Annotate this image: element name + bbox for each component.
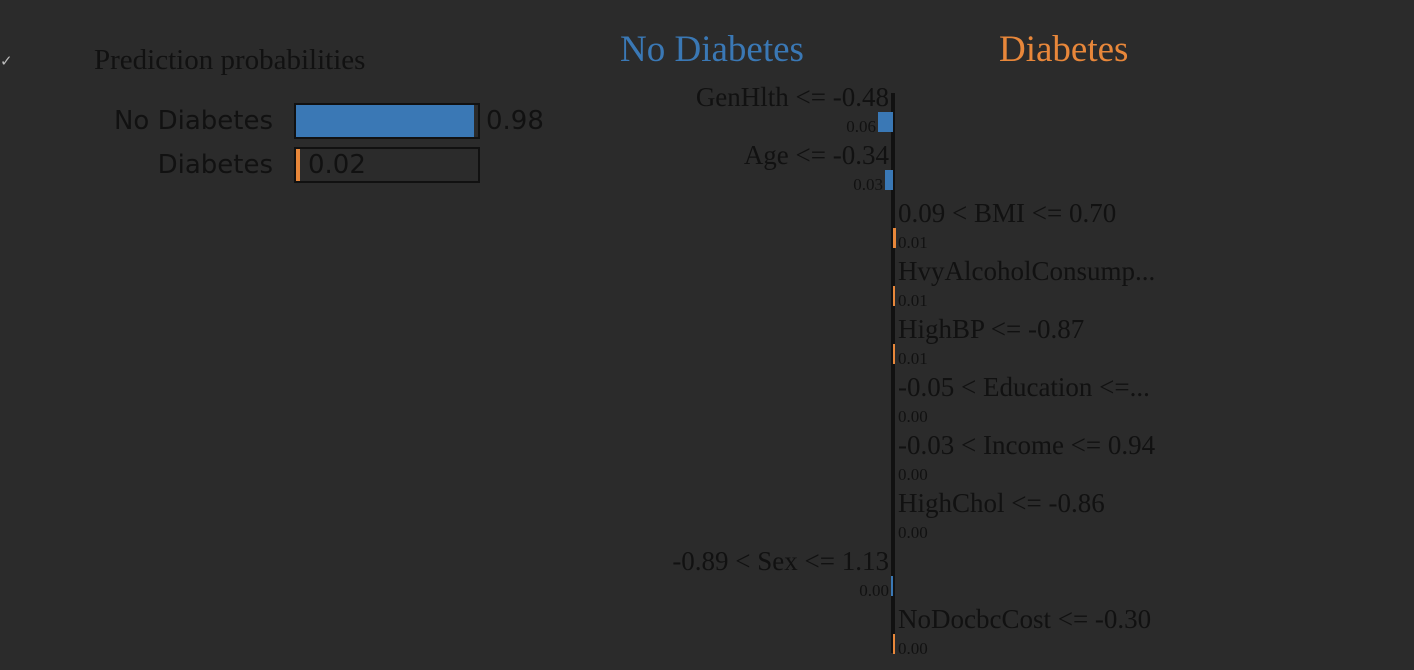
feature-value-hvyalcoholconsump: 0.01: [898, 291, 928, 310]
feature-label-highbp-0-87: HighBP <= -0.87: [898, 314, 1085, 344]
feature-value-0-89-sex-1-13: 0.00: [859, 581, 889, 600]
prob-label-no-diabetes: No Diabetes: [113, 106, 273, 136]
feature-bar-nodocbccost-0-30: [893, 634, 895, 654]
negative-class-heading: No Diabetes: [620, 29, 804, 70]
positive-class-heading: Diabetes: [999, 29, 1129, 70]
feature-value-0-03-income-0-94: 0.00: [898, 465, 928, 484]
prob-value-no-diabetes: 0.98: [486, 106, 544, 136]
feature-value-nodocbccost-0-30: 0.00: [898, 639, 928, 658]
checkmark-icon[interactable]: ✓: [0, 52, 13, 70]
feature-bar-genhlth-0-48: [878, 112, 893, 132]
prob-label-diabetes: Diabetes: [157, 150, 273, 180]
feature-value-0-05-education: 0.00: [898, 407, 928, 426]
feature-value-genhlth-0-48: 0.06: [846, 117, 876, 136]
feature-value-0-09-bmi-0-70: 0.01: [898, 233, 928, 252]
feature-label-age-0-34: Age <= -0.34: [743, 140, 889, 170]
feature-label-highchol-0-86: HighChol <= -0.86: [898, 488, 1105, 518]
feature-bar-age-0-34: [885, 170, 893, 190]
prob-bar-diabetes: [294, 147, 480, 183]
feature-value-highchol-0-86: 0.00: [898, 523, 928, 542]
prob-bar-no-diabetes: [294, 103, 480, 139]
feature-label-0-05-education: -0.05 < Education <=...: [898, 372, 1150, 402]
prob-bar-fill-no-diabetes: [296, 105, 474, 137]
prob-bar-fill-diabetes: [296, 149, 300, 181]
feature-label-nodocbccost-0-30: NoDocbcCost <= -0.30: [898, 604, 1152, 634]
prediction-probabilities-title: Prediction probabilities: [94, 44, 366, 76]
feature-label-0-03-income-0-94: -0.03 < Income <= 0.94: [898, 430, 1156, 460]
feature-bar-0-09-bmi-0-70: [893, 228, 896, 248]
feature-bar-highbp-0-87: [893, 344, 895, 364]
chart-axis-line: [891, 93, 895, 653]
feature-bar-hvyalcoholconsump: [893, 286, 895, 306]
prob-value-diabetes: 0.02: [308, 150, 366, 180]
feature-bar-0-89-sex-1-13: [891, 576, 893, 596]
feature-label-hvyalcoholconsump: HvyAlcoholConsump...: [898, 256, 1156, 286]
feature-label-0-09-bmi-0-70: 0.09 < BMI <= 0.70: [898, 198, 1117, 228]
feature-label-0-89-sex-1-13: -0.89 < Sex <= 1.13: [672, 546, 889, 576]
feature-label-genhlth-0-48: GenHlth <= -0.48: [695, 82, 889, 112]
feature-value-highbp-0-87: 0.01: [898, 349, 928, 368]
feature-value-age-0-34: 0.03: [853, 175, 883, 194]
